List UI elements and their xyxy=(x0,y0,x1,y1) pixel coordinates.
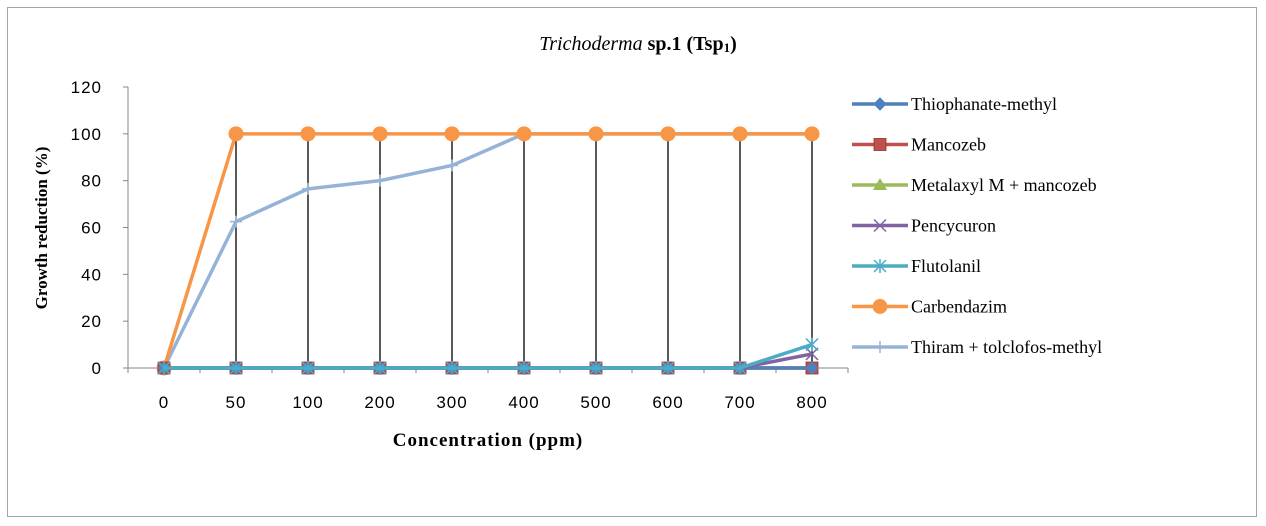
x-tick-label: 600 xyxy=(652,393,683,412)
legend: Thiophanate-methyl Mancozeb Metalaxyl M + … xyxy=(852,94,1102,357)
x-tick-label: 50 xyxy=(226,393,247,412)
y-tick-label: 0 xyxy=(92,359,102,378)
data-point xyxy=(589,361,603,375)
data-point xyxy=(157,361,171,375)
data-point xyxy=(804,126,820,142)
legend-label: Flutolanil xyxy=(911,256,981,276)
y-tick-label: 80 xyxy=(81,172,102,191)
series-line xyxy=(162,132,812,369)
series-carbendazim xyxy=(156,126,820,376)
series-thiram-tolclofos-methyl xyxy=(158,127,818,374)
data-point xyxy=(805,347,819,361)
data-point xyxy=(444,126,460,142)
series-line xyxy=(164,342,813,370)
legend-marker xyxy=(873,138,887,151)
x-tick-label: 500 xyxy=(580,393,611,412)
data-point xyxy=(660,126,676,142)
y-tick-label: 60 xyxy=(81,219,102,238)
chart-title-italic: Trichoderma xyxy=(539,33,642,55)
data-point xyxy=(805,337,819,352)
data-point xyxy=(588,126,604,142)
legend-marker xyxy=(873,259,887,273)
legend-label: Mancozeb xyxy=(911,135,986,155)
data-point xyxy=(300,126,316,142)
chart-title-main: sp.1 (Tsp xyxy=(643,33,724,55)
legend-label: Thiophanate-methyl xyxy=(911,94,1057,114)
chart-title-end: ) xyxy=(730,33,737,55)
x-tick-label: 200 xyxy=(364,393,395,412)
data-point xyxy=(372,126,388,142)
legend-marker xyxy=(874,341,886,353)
y-tick-label: 40 xyxy=(81,265,102,284)
x-tick-label: 800 xyxy=(796,393,827,412)
data-point xyxy=(302,182,314,195)
data-point xyxy=(374,174,386,187)
data-point xyxy=(228,126,244,142)
legend-item-thiophanate-methyl: Thiophanate-methyl xyxy=(852,94,1057,114)
data-point xyxy=(446,159,458,172)
legend-marker xyxy=(873,178,887,190)
data-point xyxy=(516,126,532,142)
data-point xyxy=(661,361,675,375)
data-point xyxy=(517,361,531,375)
legend-label: Thiram + tolclofos-methyl xyxy=(911,337,1102,357)
legend-item-carbendazim: Carbendazim xyxy=(852,297,1007,317)
legend-item-metalaxyl-m-mancozeb: Metalaxyl M + mancozeb xyxy=(852,175,1097,195)
legend-label: Carbendazim xyxy=(911,297,1007,317)
x-tick-label: 300 xyxy=(436,393,467,412)
chart-title: Trichoderma sp.1 (Tsp1) xyxy=(539,33,737,55)
data-point xyxy=(445,361,459,375)
series-line xyxy=(162,132,812,369)
data-point xyxy=(732,126,748,142)
legend-item-thiram-tolclofos-methyl: Thiram + tolclofos-methyl xyxy=(852,337,1102,357)
data-point xyxy=(733,361,747,375)
legend-item-mancozeb: Mancozeb xyxy=(852,135,986,155)
series-flutolanil xyxy=(157,337,819,375)
legend-label: Metalaxyl M + mancozeb xyxy=(911,175,1097,195)
data-point xyxy=(373,361,387,375)
x-axis-label: Concentration (ppm) xyxy=(393,430,584,451)
data-point xyxy=(229,361,243,375)
series-line xyxy=(164,352,813,370)
y-tick-label: 100 xyxy=(71,125,102,144)
legend-item-pencycuron: Pencycuron xyxy=(852,216,996,236)
x-tick-label: 0 xyxy=(159,393,169,412)
legend-item-flutolanil: Flutolanil xyxy=(852,256,981,276)
data-point xyxy=(301,361,315,375)
data-point xyxy=(230,215,242,228)
y-tick-label: 20 xyxy=(81,312,102,331)
legend-marker xyxy=(873,97,887,111)
x-tick-label: 400 xyxy=(508,393,539,412)
legend-marker xyxy=(872,299,888,314)
data-point xyxy=(805,361,819,375)
chart-title-subscript: 1 xyxy=(724,40,731,55)
legend-label: Pencycuron xyxy=(911,216,996,236)
x-tick-label: 700 xyxy=(724,393,755,412)
y-axis-label: Growth reduction (%) xyxy=(32,147,51,310)
y-tick-label: 120 xyxy=(71,78,102,97)
x-tick-label: 100 xyxy=(292,393,323,412)
legend-marker xyxy=(873,218,887,233)
